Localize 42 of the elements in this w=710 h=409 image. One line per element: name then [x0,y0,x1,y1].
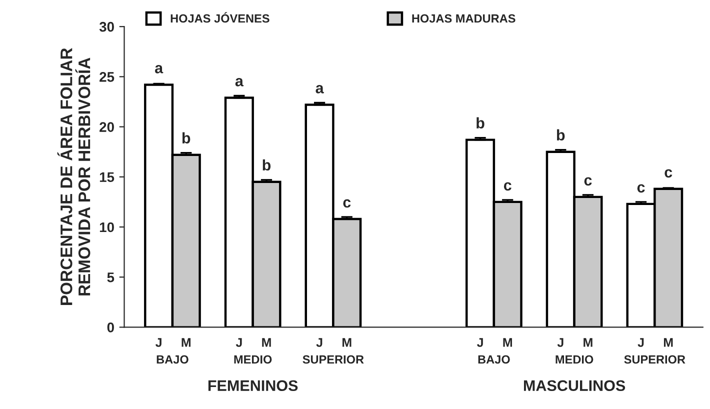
x-tick-label: MEDIO [556,355,594,364]
y-tick-label: 30 [99,22,114,32]
data-label: a [235,78,244,86]
data-label: b [556,129,565,140]
data-label: c [504,182,512,191]
text: FEMENINOS [208,380,298,392]
y-tick-label: 0 [107,322,114,332]
text: M [584,338,592,347]
y-tick-label: 15 [100,172,114,182]
data-label: c [664,169,672,178]
y-tick-label: 20 [100,122,114,132]
x-tick-label: BAJO [478,355,510,364]
data-label: b [262,159,271,171]
legend-label: HOJAS MADURAS [412,14,516,23]
text: J [156,338,162,347]
y-tick-label: 10 [100,222,114,232]
text: J [476,338,483,347]
text: M [262,338,271,347]
y-tick-label: 5 [107,272,114,282]
legend-label: HOJAS JÓVENES [170,12,270,23]
text: M [182,338,191,347]
data-label: c [584,177,592,186]
text: J [236,338,242,347]
y-tick-label: 25 [100,72,114,82]
data-label: a [316,85,324,94]
text: J [638,338,644,347]
text: MASCULINOS [524,380,626,392]
text: M [503,338,512,347]
text: M [664,338,673,347]
data-label: c [343,199,351,208]
data-label: b [476,117,484,128]
data-label: b [182,132,190,144]
data-label: c [637,184,645,193]
x-tick-label: BAJO [156,355,188,364]
x-tick-label: SUPERIOR [624,355,686,364]
data-label: a [155,64,164,74]
y-axis-title: PORCENTAJE DE ÁREA FOLIAR REMOVIDA POR HERBIVORÍA [57,48,90,305]
x-tick-label: MEDIO [234,355,272,364]
text: J [316,338,322,347]
x-tick-label: SUPERIOR [302,355,364,364]
text: M [342,338,352,347]
text: J [557,338,564,347]
